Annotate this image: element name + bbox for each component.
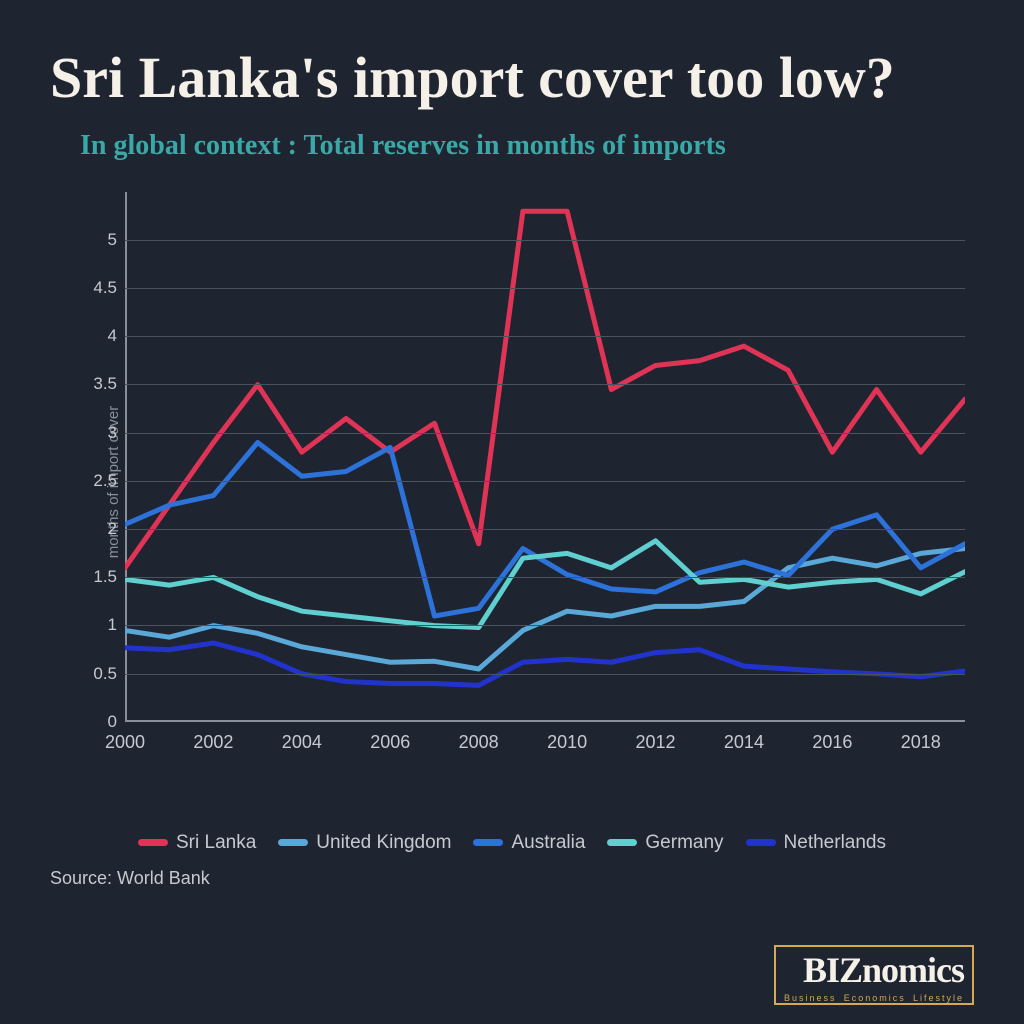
grid-line (125, 577, 965, 578)
legend-swatch (746, 839, 776, 846)
chart-subtitle: In global context : Total reserves in mo… (80, 130, 974, 162)
series-line (125, 643, 965, 685)
x-tick-label: 2016 (812, 732, 852, 753)
x-tick-label: 2012 (635, 732, 675, 753)
chart-area: months of import cover 00.511.522.533.54… (55, 182, 975, 782)
brand-logo: BIZnomics Business Economics Lifestyle (774, 945, 974, 1006)
tagline-1: Business (784, 993, 837, 1003)
y-tick-label: 3.5 (93, 374, 117, 394)
grid-line (125, 481, 965, 482)
y-tick-label: 4 (108, 326, 117, 346)
series-line (125, 541, 965, 628)
y-tick-label: 2 (108, 519, 117, 539)
x-tick-label: 2006 (370, 732, 410, 753)
tagline-3: Lifestyle (913, 993, 964, 1003)
legend: Sri Lanka United Kingdom Australia Germany N… (50, 832, 974, 854)
legend-swatch (138, 839, 168, 846)
y-tick-label: 5 (108, 230, 117, 250)
grid-line (125, 674, 965, 675)
legend-item: Netherlands (746, 832, 886, 854)
logo-tagline: Business Economics Lifestyle (784, 993, 964, 1003)
page-title: Sri Lanka's import cover too low? (50, 45, 974, 112)
source-text: Source: World Bank (50, 868, 974, 889)
grid-line (125, 336, 965, 337)
legend-swatch (473, 839, 503, 846)
x-tick-label: 2000 (105, 732, 145, 753)
chart-lines (125, 192, 965, 722)
x-tick-label: 2010 (547, 732, 587, 753)
x-tick-label: 2002 (193, 732, 233, 753)
grid-line (125, 433, 965, 434)
logo-rest: nomics (862, 950, 964, 990)
grid-line (125, 240, 965, 241)
y-tick-label: 4.5 (93, 278, 117, 298)
plot-region: 00.511.522.533.544.552000200220042006200… (125, 192, 965, 722)
legend-label: Sri Lanka (176, 832, 256, 854)
x-tick-label: 2008 (459, 732, 499, 753)
x-tick-label: 2004 (282, 732, 322, 753)
y-tick-label: 1.5 (93, 567, 117, 587)
logo-main: BIZ (803, 950, 862, 990)
grid-line (125, 529, 965, 530)
x-tick-label: 2014 (724, 732, 764, 753)
series-line (125, 211, 965, 568)
legend-label: Netherlands (784, 832, 886, 854)
legend-item: Australia (473, 832, 585, 854)
legend-item: United Kingdom (278, 832, 451, 854)
legend-swatch (607, 839, 637, 846)
y-tick-label: 0 (108, 712, 117, 732)
grid-line (125, 288, 965, 289)
y-tick-label: 3 (108, 423, 117, 443)
legend-label: Germany (645, 832, 723, 854)
grid-line (125, 625, 965, 626)
y-tick-label: 1 (108, 615, 117, 635)
y-tick-label: 2.5 (93, 471, 117, 491)
legend-label: United Kingdom (316, 832, 451, 854)
legend-item: Sri Lanka (138, 832, 256, 854)
x-tick-label: 2018 (901, 732, 941, 753)
y-tick-label: 0.5 (93, 664, 117, 684)
legend-item: Germany (607, 832, 723, 854)
legend-label: Australia (511, 832, 585, 854)
grid-line (125, 384, 965, 385)
tagline-2: Economics (844, 993, 906, 1003)
legend-swatch (278, 839, 308, 846)
